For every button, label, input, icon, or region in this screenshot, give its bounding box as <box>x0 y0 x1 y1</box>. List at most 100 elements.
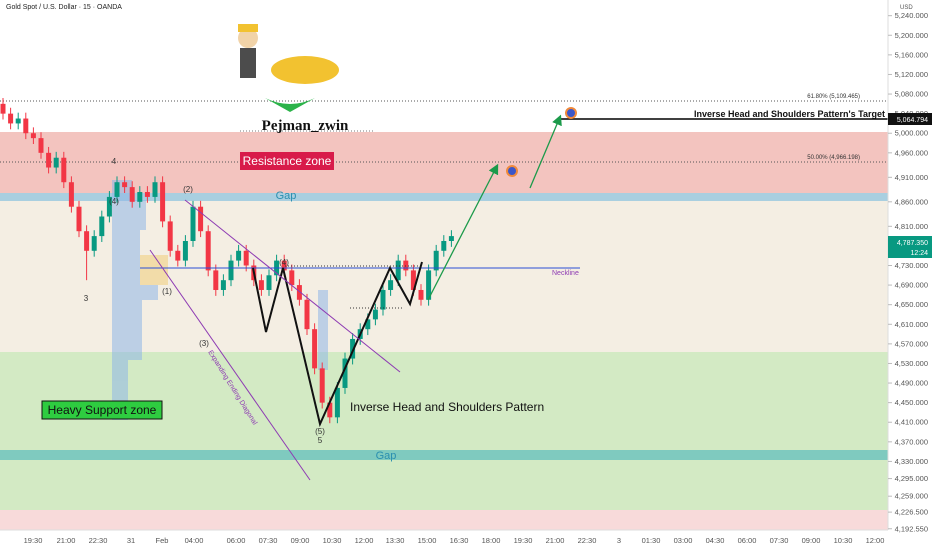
candle-body <box>8 113 14 124</box>
y-tick-label: 4,730.000 <box>895 261 928 270</box>
arrow <box>427 163 499 301</box>
x-tick-label: 04:00 <box>185 536 204 545</box>
target-label: Inverse Head and Shoulders Pattern's Tar… <box>694 109 885 119</box>
candle-body <box>258 280 264 290</box>
candle-body <box>84 231 90 251</box>
x-tick-label: 13:30 <box>386 536 405 545</box>
x-tick-label: 03:00 <box>674 536 693 545</box>
y-tick-label: 4,910.000 <box>895 173 928 182</box>
target-price: 5,064.794 <box>897 117 928 124</box>
y-tick-label: 4,650.000 <box>895 300 928 309</box>
author: Pejman_zwin <box>262 118 349 134</box>
y-tick-label: 5,080.000 <box>895 90 928 99</box>
wave-label: 3 <box>84 294 89 303</box>
resistance-zone <box>0 132 888 200</box>
y-tick-label: 4,330.000 <box>895 457 928 466</box>
price-axis <box>888 0 932 550</box>
logo <box>238 24 339 112</box>
x-tick-label: 19:30 <box>24 536 43 545</box>
gap-band <box>0 450 888 460</box>
candle-body <box>68 182 74 207</box>
y-tick-label: 5,120.000 <box>895 70 928 79</box>
candle-body <box>312 329 318 369</box>
candle-body <box>266 275 272 290</box>
candle-body <box>152 182 158 197</box>
candle-body <box>122 182 128 188</box>
candle-body <box>433 250 439 271</box>
candle-body <box>137 192 143 202</box>
x-tick-label: 04:30 <box>706 536 725 545</box>
y-tick-label: 5,000.000 <box>895 129 928 138</box>
x-tick-label: 10:30 <box>323 536 342 545</box>
candle-body <box>76 206 82 232</box>
last-price: 4,787.350 <box>897 240 928 247</box>
fib-label: 61.80% (5,109.465) <box>807 94 860 100</box>
wave-label: (1) <box>162 287 172 296</box>
x-tick-label: 22:30 <box>578 536 597 545</box>
x-tick-label: 09:00 <box>802 536 821 545</box>
wave-label: (5) <box>315 427 325 436</box>
candle-body <box>334 387 340 418</box>
candle-body <box>198 206 204 232</box>
candle-body <box>114 182 120 197</box>
gap-label: Gap <box>376 450 397 462</box>
candle-body <box>228 260 234 281</box>
y-tick-label: 5,160.000 <box>895 50 928 59</box>
label-box <box>41 400 163 420</box>
low-zone <box>0 510 888 530</box>
candle-body <box>30 133 36 139</box>
x-tick-label: 12:00 <box>355 536 374 545</box>
candle-body <box>448 236 454 241</box>
candle-body <box>91 236 97 251</box>
candle-body <box>182 240 188 261</box>
candle-body <box>304 299 310 330</box>
support-label: Heavy Support zone <box>48 403 157 417</box>
x-tick-label: 12:00 <box>866 536 885 545</box>
y-tick-label: 5,200.000 <box>895 31 928 40</box>
x-tick-label: 18:00 <box>482 536 501 545</box>
candle-body <box>342 358 348 388</box>
x-tick-label: 19:30 <box>514 536 533 545</box>
candle-body <box>144 192 150 197</box>
candle-body <box>426 270 432 300</box>
arrow <box>529 114 562 189</box>
candle-body <box>350 338 356 359</box>
x-tick-label: 06:00 <box>738 536 757 545</box>
x-tick-label: 07:30 <box>259 536 278 545</box>
price-tag <box>888 113 932 125</box>
x-tick-label: 10:30 <box>834 536 853 545</box>
candle-body <box>23 118 29 134</box>
wave-label: (4) <box>279 258 289 267</box>
x-tick-label: 21:00 <box>57 536 76 545</box>
x-tick-label: 01:30 <box>642 536 661 545</box>
target-icon <box>565 107 577 119</box>
candle-body <box>236 250 242 261</box>
candle-body <box>129 187 135 202</box>
wave-label: (4) <box>109 197 119 206</box>
candle-body <box>441 240 447 251</box>
candle-body <box>289 270 295 286</box>
y-tick-label: 4,570.000 <box>895 339 928 348</box>
x-tick-label: 06:00 <box>227 536 246 545</box>
candle-body <box>372 309 378 320</box>
diagonal-line <box>184 199 401 373</box>
diagonal-line <box>149 249 311 481</box>
neckline-label: Neckline <box>552 270 579 277</box>
candle-body <box>395 260 401 281</box>
y-tick-label: 4,530.000 <box>895 359 928 368</box>
candle-body <box>160 182 166 222</box>
candle-body <box>296 285 302 300</box>
candle-body <box>175 250 181 261</box>
y-tick-label: 4,860.000 <box>895 197 928 206</box>
x-tick-label: 16:30 <box>450 536 469 545</box>
y-tick-label: 4,226.500 <box>895 508 928 517</box>
target-icon <box>506 165 518 177</box>
candle-body <box>99 216 105 237</box>
x-tick-label: 15:00 <box>418 536 437 545</box>
candle-body <box>38 138 44 153</box>
candle-body <box>0 103 6 114</box>
candle-body <box>380 289 386 310</box>
candle-body <box>190 206 196 241</box>
pattern-label: Inverse Head and Shoulders Pattern <box>350 400 544 414</box>
